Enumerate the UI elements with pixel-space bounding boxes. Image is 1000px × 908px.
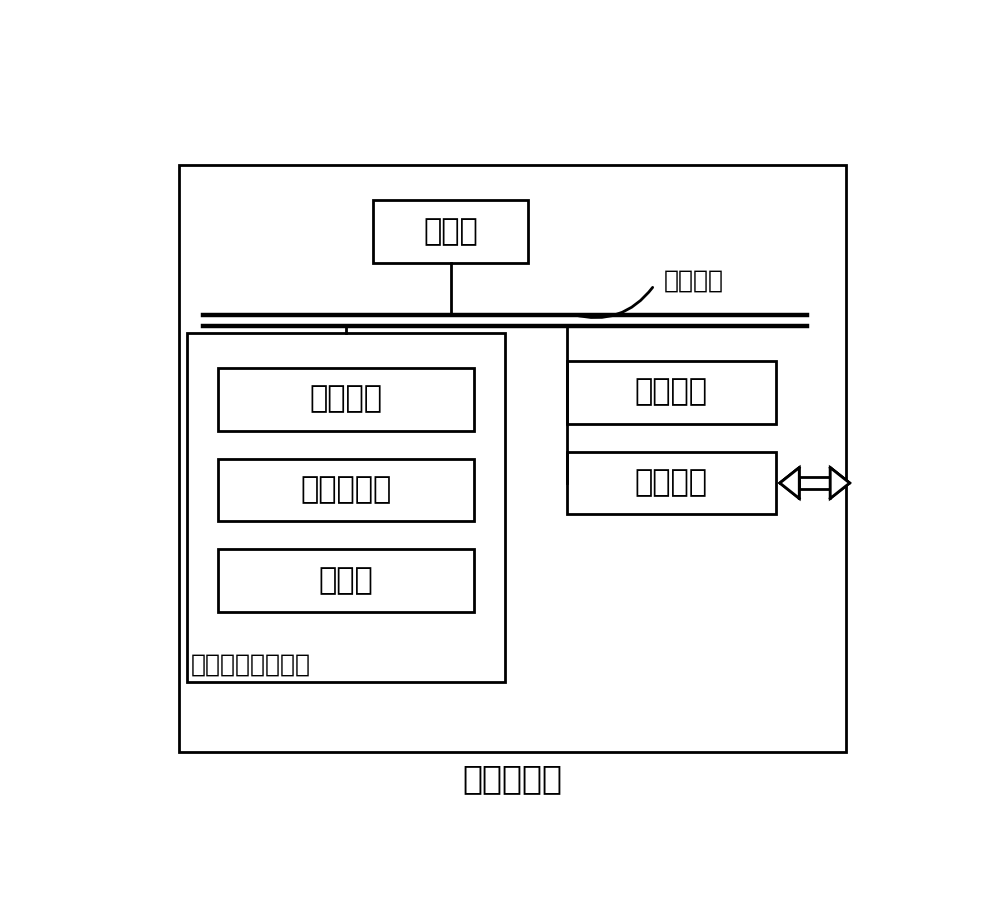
Bar — [218, 549, 474, 612]
Bar — [567, 451, 776, 515]
Bar — [567, 360, 776, 423]
Bar — [218, 368, 474, 430]
Bar — [187, 332, 505, 682]
Text: 计算机程序: 计算机程序 — [300, 476, 392, 505]
Bar — [799, 478, 830, 489]
Polygon shape — [780, 468, 799, 498]
Text: 非易失性存储介质: 非易失性存储介质 — [191, 653, 311, 676]
Text: 操作系统: 操作系统 — [309, 385, 382, 414]
Polygon shape — [830, 468, 850, 498]
Text: 计算机设备: 计算机设备 — [462, 762, 562, 795]
Bar — [218, 459, 474, 521]
Text: 内存储器: 内存储器 — [635, 378, 708, 407]
Text: 数据库: 数据库 — [318, 567, 373, 596]
Bar — [179, 165, 846, 752]
Bar — [373, 200, 528, 262]
Text: 网络接口: 网络接口 — [635, 469, 708, 498]
Text: 系统总线: 系统总线 — [664, 268, 724, 292]
Text: 处理器: 处理器 — [423, 217, 478, 246]
